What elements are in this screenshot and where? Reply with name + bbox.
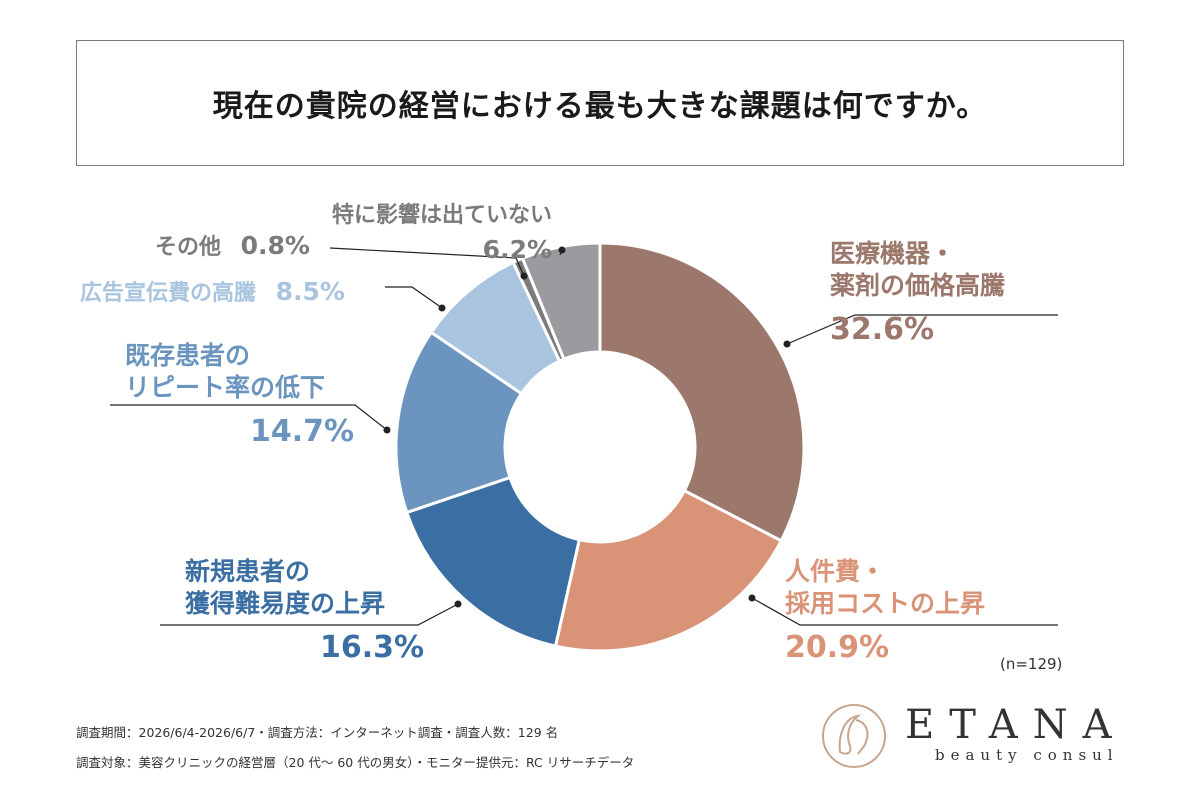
label-repeat-rate: 既存患者の リピート率の低下 14.7% bbox=[125, 340, 354, 450]
label-new-patients-line1: 新規患者の bbox=[185, 557, 311, 586]
value-no-effect: 6.2% bbox=[482, 235, 553, 264]
leader-no-effect-dot bbox=[558, 246, 566, 254]
survey-note-line2: 調査対象：美容クリニックの経営層（20 代～ 60 代の男女）・モニター提供元：… bbox=[76, 755, 635, 770]
value-labor-cost: 20.9% bbox=[785, 630, 890, 665]
slice-repeat-rate bbox=[394, 330, 524, 515]
label-new-patients: 新規患者の 獲得難易度の上昇 16.3% bbox=[185, 556, 424, 666]
leader-labor-cost-dot bbox=[748, 594, 756, 602]
value-other: 0.8% bbox=[240, 231, 310, 260]
leader-repeat-rate bbox=[110, 404, 388, 431]
label-no-effect-text: 特に影響は出ていない bbox=[332, 203, 553, 228]
leader-other bbox=[329, 247, 525, 277]
leader-repeat-rate-dot bbox=[383, 426, 391, 434]
label-ad-cost-text: 広告宣伝費の高騰 bbox=[80, 281, 257, 306]
slice-new-patients bbox=[404, 475, 582, 648]
value-new-patients: 16.3% bbox=[320, 630, 425, 665]
value-ad-cost: 8.5% bbox=[275, 277, 345, 306]
leader-new-patients bbox=[160, 603, 459, 626]
brand-logo-icon bbox=[822, 704, 886, 768]
leader-other-dot bbox=[520, 272, 528, 280]
label-ad-cost: 広告宣伝費の高騰 8.5% bbox=[80, 274, 345, 310]
label-other: その他 0.8% bbox=[155, 228, 310, 264]
leader-equipment-price-dot bbox=[783, 340, 791, 348]
label-equipment-price-line1: 医療機器・ bbox=[830, 239, 956, 268]
brand-subtitle: beauty consul bbox=[935, 746, 1119, 764]
leader-equipment-price bbox=[786, 314, 1058, 345]
label-labor-cost-line2: 採用コストの上昇 bbox=[785, 589, 986, 618]
value-repeat-rate: 14.7% bbox=[250, 414, 355, 449]
brand-name: ETANA bbox=[905, 702, 1127, 748]
sample-size-label: (n=129) bbox=[1000, 655, 1063, 673]
leader-ad-cost bbox=[385, 286, 443, 309]
label-repeat-rate-line2: リピート率の低下 bbox=[125, 373, 326, 402]
slice-equipment-price bbox=[598, 241, 806, 543]
label-equipment-price-line2: 薬剤の価格高騰 bbox=[830, 271, 1006, 300]
chart-title: 現在の貴院の経営における最も大きな課題は何ですか。 bbox=[212, 89, 988, 124]
value-equipment-price: 32.6% bbox=[830, 312, 935, 347]
leader-new-patients-dot bbox=[454, 600, 462, 608]
title-box: 現在の貴院の経営における最も大きな課題は何ですか。 bbox=[76, 40, 1124, 166]
label-equipment-price: 医療機器・ 薬剤の価格高騰 32.6% bbox=[830, 238, 1005, 348]
slice-no-effect bbox=[520, 241, 602, 362]
label-labor-cost: 人件費・ 採用コストの上昇 20.9% bbox=[785, 556, 985, 666]
label-new-patients-line2: 獲得難易度の上昇 bbox=[185, 589, 386, 618]
label-labor-cost-line1: 人件費・ bbox=[785, 557, 886, 586]
label-no-effect: 特に影響は出ていない 6.2% bbox=[332, 200, 552, 268]
label-other-text: その他 bbox=[155, 235, 222, 260]
survey-note-line1: 調査期間：2026/6/4-2026/6/7・調査方法：インターネット調査・調査… bbox=[76, 725, 559, 740]
label-repeat-rate-line1: 既存患者の bbox=[125, 341, 251, 370]
leader-ad-cost-dot bbox=[438, 304, 446, 312]
leader-labor-cost bbox=[751, 597, 1058, 626]
slice-labor-cost bbox=[553, 488, 784, 653]
